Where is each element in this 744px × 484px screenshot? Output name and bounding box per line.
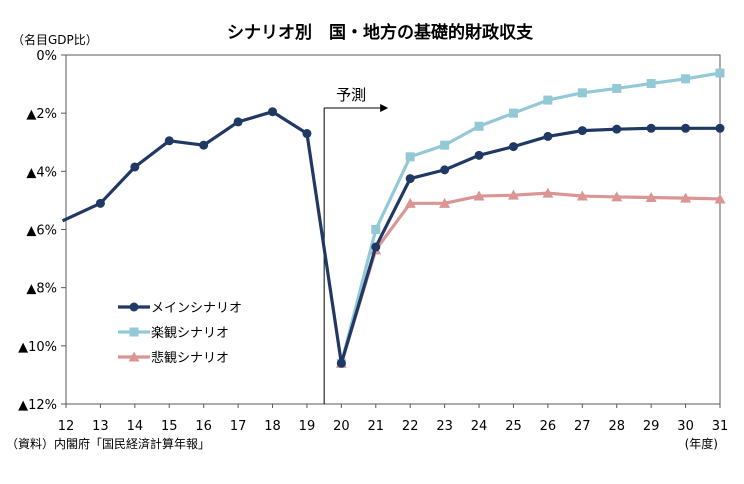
data-point [371, 242, 381, 252]
series-square [336, 68, 725, 368]
data-point [130, 162, 140, 172]
data-point [474, 150, 484, 160]
data-point [543, 131, 553, 141]
forecast-arrowhead [380, 104, 389, 112]
y-tick-label: 0% [36, 49, 57, 64]
data-point [336, 358, 346, 368]
x-tick-label: 26 [540, 419, 557, 434]
x-tick-label: 12 [58, 419, 75, 434]
data-point [542, 187, 554, 198]
data-point [405, 152, 415, 162]
y-tick-label: ▲6% [26, 224, 57, 239]
y-tick-label: ▲2% [26, 107, 57, 122]
chart-title: シナリオ別 国・地方の基礎的財政収支 [227, 22, 534, 43]
legend-label: 悲観シナリオ [151, 350, 229, 366]
legend-marker [129, 302, 139, 312]
data-point [439, 197, 451, 208]
data-point [543, 95, 553, 105]
x-tick-label: 29 [643, 419, 660, 434]
source-note: （資料）内閣府「国民経済計算年報」 [6, 436, 210, 451]
data-point [233, 117, 243, 127]
x-axis-unit: (年度) [685, 436, 718, 451]
series-layer [61, 68, 726, 368]
data-point [507, 189, 519, 200]
x-tick-label: 19 [299, 419, 316, 434]
x-tick-label: 30 [677, 419, 694, 434]
x-tick-label: 17 [230, 419, 247, 434]
data-point [715, 123, 725, 133]
y-tick-label: ▲12% [18, 398, 57, 413]
y-axis-label: （名目GDP比） [12, 32, 98, 47]
x-tick-label: 28 [608, 419, 625, 434]
x-tick-label: 24 [471, 419, 488, 434]
data-point [440, 165, 450, 175]
x-tick-label: 27 [574, 419, 591, 434]
data-point [645, 192, 657, 203]
series-triangle [335, 187, 726, 368]
x-axis: 12 13 14 15 16 17 18 19 20 21 22 23 24 25 26 27 28 29 30 31 [58, 404, 729, 434]
x-tick-label: 25 [505, 419, 522, 434]
data-point [95, 198, 105, 208]
legend-marker [128, 351, 140, 362]
data-point [611, 191, 623, 202]
x-tick-label: 15 [161, 419, 178, 434]
data-point [646, 123, 656, 133]
x-tick-label: 16 [195, 419, 212, 434]
series-circle [61, 107, 725, 368]
data-point [714, 193, 726, 204]
y-tick-label: ▲10% [18, 340, 57, 355]
data-point [508, 108, 518, 118]
legend-label: 楽観シナリオ [151, 325, 229, 341]
data-point [576, 190, 588, 201]
y-tick-label: ▲8% [26, 282, 57, 297]
series-line [339, 71, 721, 364]
data-point [681, 74, 691, 84]
data-point [681, 123, 691, 133]
data-point [199, 140, 209, 150]
y-tick-label: ▲4% [26, 165, 57, 180]
data-point [302, 129, 312, 139]
x-tick-label: 14 [127, 419, 144, 434]
data-point [268, 107, 278, 117]
y-axis: 0% ▲2% ▲4% ▲6% ▲8% ▲10% ▲12% [18, 49, 66, 413]
data-point [612, 124, 622, 134]
data-point [715, 68, 725, 78]
data-point [440, 140, 450, 150]
x-tick-label: 18 [264, 419, 281, 434]
data-point [164, 136, 174, 146]
data-point [474, 121, 484, 131]
legend-label: メインシナリオ [151, 301, 242, 316]
series-line [339, 191, 721, 364]
x-tick-label: 23 [436, 419, 453, 434]
x-tick-label: 22 [402, 419, 419, 434]
series-line [61, 110, 720, 365]
data-point [473, 190, 485, 201]
data-point [371, 225, 381, 234]
data-point [508, 142, 518, 152]
data-point [577, 88, 587, 98]
data-point [404, 197, 416, 208]
data-point [646, 79, 656, 89]
forecast-label: 予測 [336, 86, 366, 104]
x-tick-label: 13 [92, 419, 109, 434]
x-tick-label: 31 [712, 419, 729, 434]
data-point [612, 83, 622, 93]
data-point [577, 126, 587, 136]
x-tick-label: 20 [333, 419, 350, 434]
data-point [405, 174, 415, 184]
data-point [680, 192, 692, 203]
x-tick-label: 21 [368, 419, 385, 434]
legend-marker [129, 327, 139, 337]
